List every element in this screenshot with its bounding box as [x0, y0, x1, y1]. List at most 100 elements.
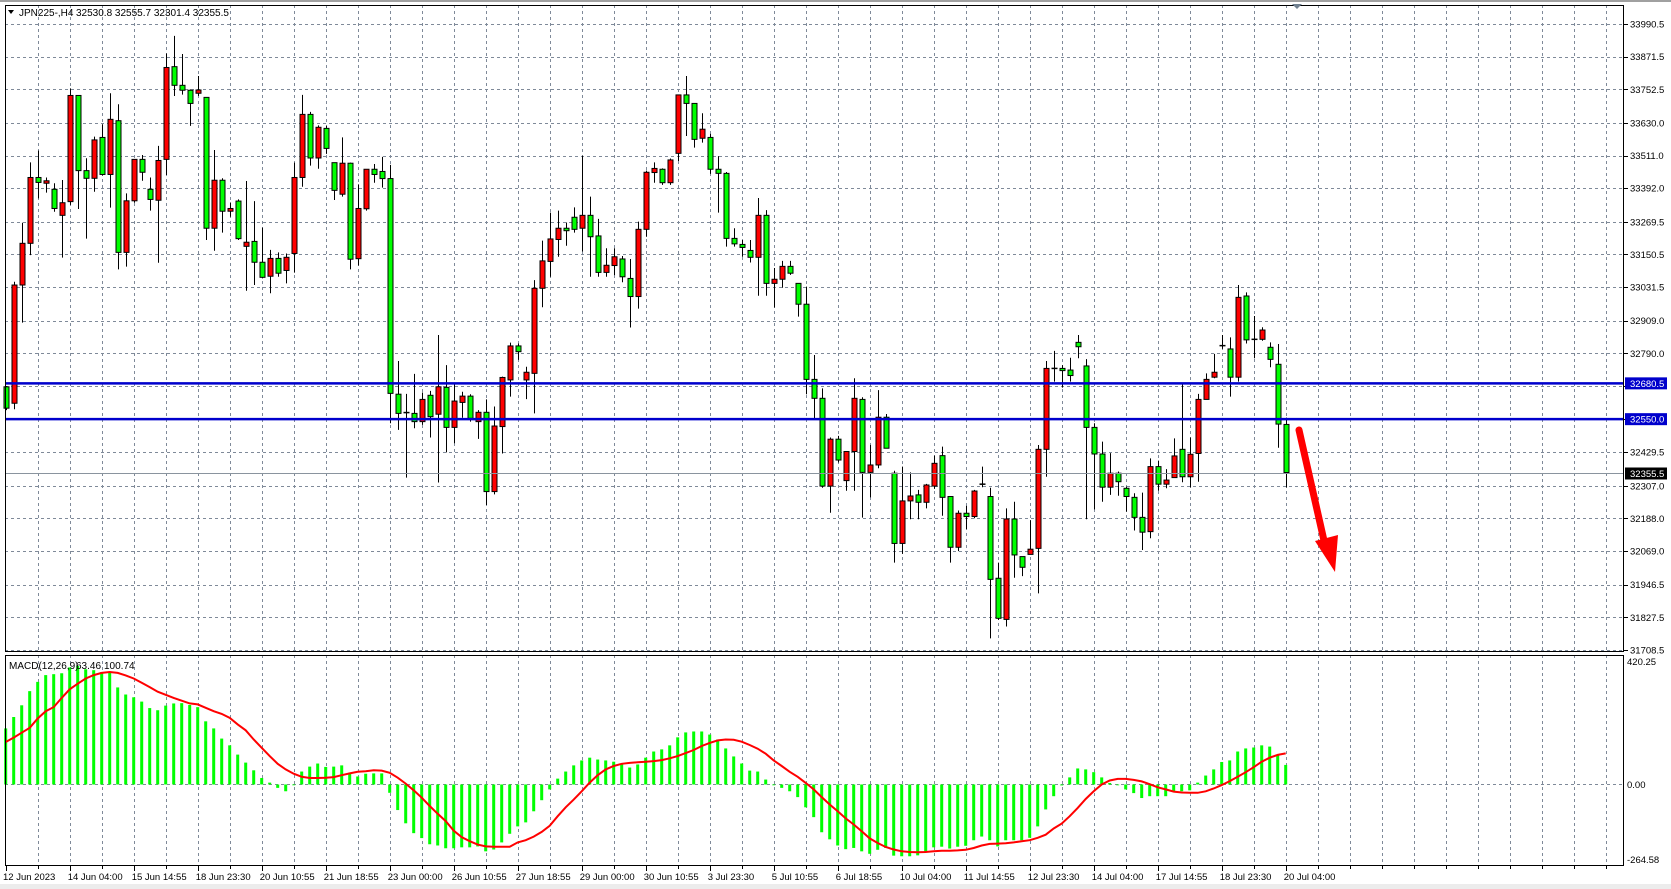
macd-histogram-bar [92, 670, 96, 785]
horizontal-lines[interactable] [5, 382, 1624, 474]
candle-body [275, 257, 282, 274]
y-tick-label: 33990.5 [1630, 20, 1664, 31]
macd-histogram-bar [300, 771, 304, 785]
macd-histogram-bar [892, 784, 896, 856]
candle-body [1027, 548, 1034, 555]
macd-histogram-bar [668, 745, 672, 785]
y-tick-label: 33630.0 [1630, 118, 1664, 129]
candle-body [563, 227, 570, 232]
candle-body [659, 168, 666, 184]
candle-body [643, 171, 650, 230]
candle-bearish [3, 385, 10, 411]
macd-histogram-bar [604, 760, 608, 785]
candle-body [411, 412, 418, 423]
macd-histogram-bar [276, 784, 280, 788]
triangle-down-icon[interactable] [8, 10, 14, 14]
candle-bearish [83, 158, 90, 239]
candle-bearish [203, 96, 210, 241]
candle-bearish [691, 102, 698, 148]
candle-body [1019, 556, 1026, 568]
candle-bullish [1147, 458, 1154, 539]
candle-body [1091, 426, 1098, 455]
candle-bearish [515, 343, 522, 360]
candle-bullish [1163, 469, 1170, 489]
candle-bullish [459, 391, 466, 418]
y-tick-label: 33269.5 [1630, 217, 1664, 228]
candle-bullish [1027, 520, 1034, 555]
candle-bearish [803, 286, 810, 395]
macd-histogram-bar [884, 784, 888, 848]
y-tick-label: 32790.0 [1630, 349, 1664, 360]
macd-histogram-bar [476, 784, 480, 847]
candle-body [251, 240, 258, 263]
candle-bullish [923, 483, 930, 509]
candle-body [371, 168, 378, 175]
macd-histogram-bar [308, 766, 312, 785]
candle-body [611, 256, 618, 267]
candle-body [379, 170, 386, 180]
candle-bullish [491, 406, 498, 495]
candle-bearish [1179, 383, 1186, 483]
axes: 33990.5 33871.5 33752.5 33630.0 33511.0 33392… [3, 20, 1667, 883]
horizontal-level-badge [1625, 413, 1667, 426]
candle-body [619, 258, 626, 278]
candle-bullish [643, 170, 650, 237]
candle-body [35, 176, 42, 183]
candle-body [1115, 472, 1122, 483]
candle-bullish [675, 94, 682, 162]
candle-body [1035, 448, 1042, 549]
candle-bearish [1099, 441, 1106, 502]
macd-histogram-bar [324, 766, 328, 785]
candle-bearish [1283, 417, 1290, 488]
y-tick-label: 32069.0 [1630, 547, 1664, 558]
candle-body [811, 378, 818, 399]
candle-bullish [195, 75, 202, 97]
macd-histogram-bar [796, 784, 800, 798]
macd-histogram-bar [700, 731, 704, 785]
candle-bullish [19, 222, 26, 323]
candle-body [1187, 453, 1194, 478]
candle-bullish [299, 94, 306, 187]
macd-histogram-bar [1076, 768, 1080, 785]
candle-bearish [147, 177, 154, 211]
candle-bullish [603, 248, 610, 277]
macd-histogram-bar [380, 773, 384, 785]
macd-histogram-bar [428, 784, 432, 845]
candle-body [579, 214, 586, 229]
candle-bearish [963, 505, 970, 530]
candle-bearish [723, 171, 730, 247]
candle-body [1203, 378, 1210, 400]
candle-body [755, 214, 762, 258]
candle-bearish [739, 240, 746, 257]
y-tick-label: 32909.0 [1630, 316, 1664, 327]
candle-body [1131, 496, 1138, 518]
macd-histogram-bar [564, 771, 568, 785]
candle-body [427, 394, 434, 418]
candle-body [235, 200, 242, 240]
y-tick-label: 32429.5 [1630, 448, 1664, 459]
macd-histogram-bar [1068, 777, 1072, 785]
chart-shift-marker-icon[interactable] [1292, 4, 1302, 9]
current-price-label: 32355.5 [1630, 469, 1664, 480]
candle-bullish [979, 466, 986, 488]
x-tick-label: 20 Jun 10:55 [260, 872, 315, 883]
macd-histogram-bar [68, 667, 72, 785]
macd-y-tick-label: -264.58 [1627, 855, 1659, 866]
x-tick-label: 30 Jun 10:55 [644, 872, 699, 883]
candle-bearish [1155, 460, 1162, 491]
macd-histogram-bar [1276, 754, 1280, 785]
y-tick-label: 32188.0 [1630, 514, 1664, 525]
x-tick-label: 17 Jul 14:55 [1156, 872, 1208, 883]
candle-bearish [1091, 423, 1098, 510]
candle-body [451, 400, 458, 428]
macd-histogram-bar [1124, 784, 1128, 790]
candle-bearish [571, 207, 578, 233]
candle-body [923, 484, 930, 503]
candle-bearish [307, 111, 314, 166]
candle-body [75, 94, 82, 172]
candle-body [627, 277, 634, 298]
annotation-arrow[interactable] [1295, 426, 1338, 572]
macd-histogram-bar [1148, 784, 1152, 797]
x-tick-label: 15 Jun 14:55 [132, 872, 187, 883]
